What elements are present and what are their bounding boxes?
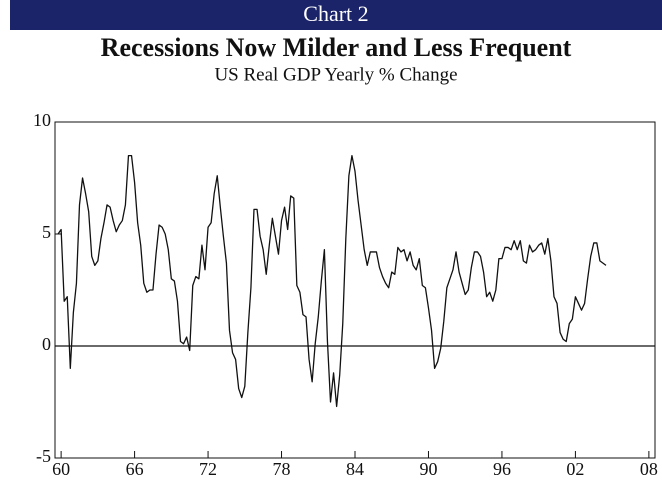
chart-title: Recessions Now Milder and Less Frequent xyxy=(101,33,572,62)
x-tick-label: 84 xyxy=(346,459,364,479)
y-tick-label: 10 xyxy=(33,110,51,130)
y-tick-label: 0 xyxy=(42,334,51,354)
x-tick-label: 72 xyxy=(199,459,217,479)
x-tick-label: 66 xyxy=(126,459,144,479)
y-tick-label: -5 xyxy=(36,446,51,466)
header-bar xyxy=(10,0,662,30)
chart-subtitle: US Real GDP Yearly % Change xyxy=(214,64,457,85)
x-tick-label: 08 xyxy=(640,459,658,479)
x-tick-label: 78 xyxy=(273,459,291,479)
x-tick-label: 90 xyxy=(419,459,437,479)
header: Chart 2 xyxy=(303,1,368,26)
x-tick-label: 60 xyxy=(52,459,70,479)
data-line xyxy=(57,154,607,408)
x-tick-label: 02 xyxy=(566,459,584,479)
y-tick-label: 5 xyxy=(42,222,51,242)
x-tick-label: 96 xyxy=(493,459,511,479)
